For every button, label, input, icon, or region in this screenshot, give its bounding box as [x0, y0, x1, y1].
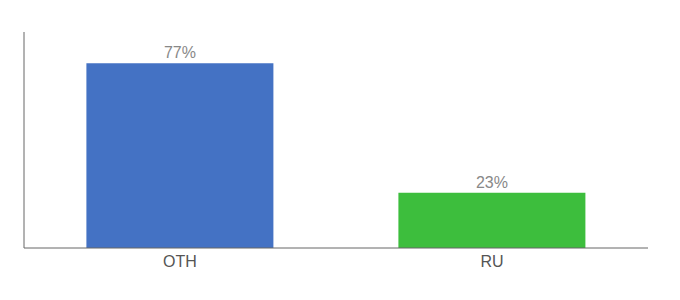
svg-text:RU: RU [480, 253, 503, 270]
svg-text:OTH: OTH [163, 253, 197, 270]
svg-text:23%: 23% [476, 174, 508, 191]
svg-text:77%: 77% [164, 44, 196, 61]
